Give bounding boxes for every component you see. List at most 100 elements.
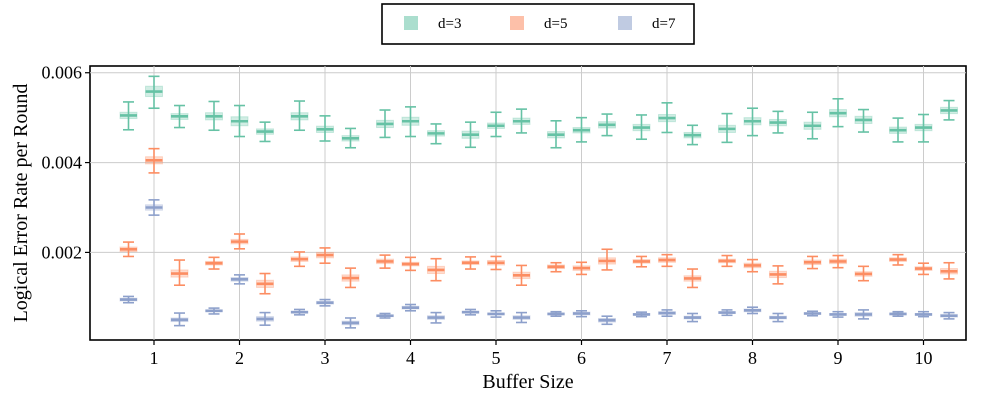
box-d=3-cat6-1 xyxy=(547,120,565,149)
box-d=7-cat10-1 xyxy=(889,310,907,317)
box-d=3-cat2-1 xyxy=(205,100,223,132)
box-d=5-cat10-2 xyxy=(914,262,933,276)
box-d=3-cat8-1 xyxy=(718,112,736,144)
box-d=3-cat5-3 xyxy=(512,108,531,134)
box-d=7-cat8-2 xyxy=(743,306,762,315)
legend: d=3 d=5 d=7 xyxy=(381,3,695,45)
box-d=3-cat7-3 xyxy=(683,124,702,146)
box-d=3-cat9-2 xyxy=(829,97,847,128)
box-d=7-cat2-1 xyxy=(205,307,223,315)
box-d=5-cat1-3 xyxy=(170,259,189,287)
legend-item-d=5: d=5 xyxy=(510,16,567,32)
box-d=3-cat1-2 xyxy=(145,75,163,110)
box-d=5-cat3-1 xyxy=(290,251,309,268)
legend-items: d=3 d=5 d=7 xyxy=(404,16,676,32)
box-d=5-cat3-2 xyxy=(316,247,334,264)
box-d=7-cat4-1 xyxy=(376,312,394,319)
y-axis-label: Logical Error Rate per Round xyxy=(10,84,32,323)
box-d=3-cat4-2 xyxy=(401,106,420,138)
box-d=5-cat2-2 xyxy=(230,233,249,250)
box-layer xyxy=(119,75,958,329)
box-d=5-cat10-1 xyxy=(889,253,907,266)
box-d=5-cat2-3 xyxy=(256,272,274,295)
x-tick-label: 10 xyxy=(915,348,933,368)
box-d=7-cat9-2 xyxy=(829,310,847,318)
box-d=5-cat4-1 xyxy=(376,254,394,269)
box-d=5-cat6-1 xyxy=(547,261,565,273)
x-tick-label: 6 xyxy=(577,348,586,368)
box-d=3-cat8-2 xyxy=(743,107,762,137)
y-tick-label: 0.006 xyxy=(42,63,83,83)
box-d=5-cat5-3 xyxy=(512,264,531,287)
box-d=7-cat2-3 xyxy=(256,311,274,326)
box-d=7-cat7-3 xyxy=(683,312,702,323)
axis-layer: 0.002 0.004 0.006 1 2 3 4 5 6 7 8 9 10 xyxy=(42,63,933,368)
box-d=3-cat2-2 xyxy=(230,104,249,138)
box-d=7-cat7-1 xyxy=(632,311,651,318)
y-tick-label: 0.004 xyxy=(42,153,83,173)
box-d=3-cat7-2 xyxy=(658,102,676,134)
x-tick-label: 3 xyxy=(321,348,330,368)
legend-swatch xyxy=(618,16,632,30)
box-d=3-cat5-2 xyxy=(487,111,505,138)
legend-label: d=7 xyxy=(652,16,676,32)
box-d=7-cat5-2 xyxy=(487,310,505,318)
box-d=5-cat5-1 xyxy=(461,256,480,270)
box-d=3-cat7-1 xyxy=(632,114,651,141)
box-d=5-cat9-3 xyxy=(854,265,873,282)
box-d=3-cat10-3 xyxy=(940,99,958,121)
box-d=3-cat2-3 xyxy=(256,121,274,143)
box-d=3-cat8-3 xyxy=(769,110,787,134)
box-d=7-cat6-2 xyxy=(572,310,591,318)
legend-item-d=7: d=7 xyxy=(618,16,676,32)
legend-item-d=3: d=3 xyxy=(404,16,461,32)
box-d=5-cat9-1 xyxy=(803,255,822,270)
box-d=3-cat3-1 xyxy=(290,100,309,132)
box-d=7-cat8-1 xyxy=(718,309,736,317)
box-d=7-cat7-2 xyxy=(658,309,676,317)
box-d=3-cat1-3 xyxy=(170,104,189,129)
box-d=7-cat6-3 xyxy=(598,315,616,326)
legend-swatch xyxy=(510,16,524,30)
grid-layer xyxy=(90,66,966,340)
box-d=5-cat1-2 xyxy=(145,147,163,174)
box-d=7-cat1-3 xyxy=(170,312,189,327)
box-d=7-cat9-3 xyxy=(854,309,873,320)
box-d=5-cat2-1 xyxy=(205,256,223,270)
box-d=7-cat1-2 xyxy=(145,199,163,216)
box-d=3-cat1-1 xyxy=(119,101,138,131)
x-axis-label: Buffer Size xyxy=(482,371,573,393)
plot-frame xyxy=(89,65,967,341)
box-d=7-cat3-3 xyxy=(341,317,360,329)
x-tick-label: 8 xyxy=(748,348,757,368)
box-d=7-cat10-3 xyxy=(940,311,958,320)
box-d=7-cat9-1 xyxy=(803,310,822,317)
box-d=5-cat7-3 xyxy=(683,268,702,289)
box-d=3-cat4-1 xyxy=(376,109,394,139)
x-tick-label: 9 xyxy=(834,348,843,368)
box-d=3-cat3-2 xyxy=(316,115,334,142)
box-d=5-cat9-2 xyxy=(829,254,847,269)
y-tick-label: 0.002 xyxy=(42,242,83,262)
legend-swatch xyxy=(404,16,418,30)
box-d=5-cat8-3 xyxy=(769,265,787,285)
box-d=5-cat4-2 xyxy=(401,256,420,272)
box-d=7-cat5-1 xyxy=(461,308,480,316)
x-tick-label: 2 xyxy=(235,348,244,368)
box-d=5-cat10-3 xyxy=(940,261,958,280)
box-d=7-cat6-1 xyxy=(547,310,565,317)
box-d=3-cat10-1 xyxy=(889,117,907,143)
box-d=3-cat6-3 xyxy=(598,113,616,137)
box-d=7-cat3-2 xyxy=(316,298,334,307)
x-tick-label: 5 xyxy=(492,348,501,368)
box-d=7-cat5-3 xyxy=(512,311,531,324)
box-d=7-cat2-2 xyxy=(230,274,249,285)
box-d=5-cat4-3 xyxy=(427,257,445,282)
box-d=7-cat4-2 xyxy=(401,303,420,312)
legend-label: d=3 xyxy=(438,16,461,32)
x-tick-label: 4 xyxy=(406,348,415,368)
box-d=3-cat10-2 xyxy=(914,113,933,143)
box-d=3-cat4-3 xyxy=(427,123,445,145)
box-d=3-cat9-3 xyxy=(854,108,873,133)
